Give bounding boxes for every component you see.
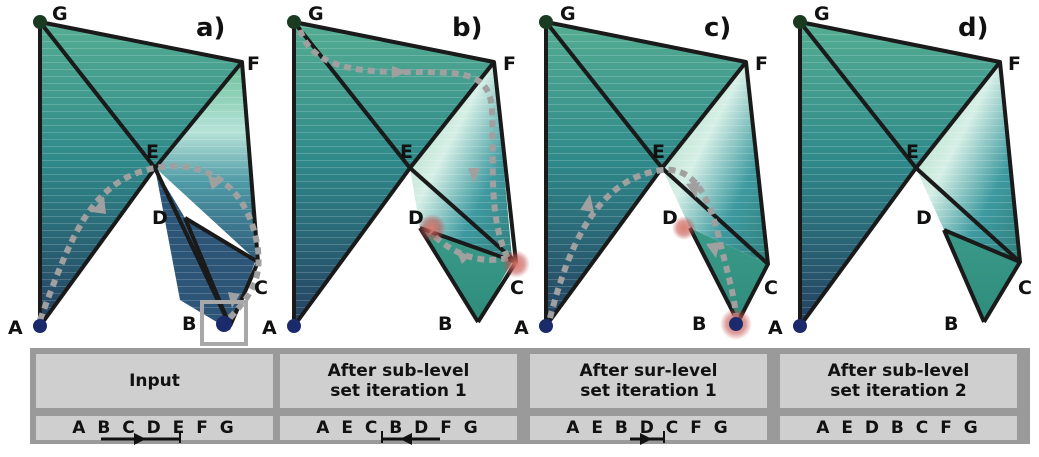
- vertex-sequence: A E C B D F G: [280, 416, 517, 440]
- vertex-label-d: D: [916, 207, 932, 229]
- path-arrow: [468, 168, 480, 184]
- selection-box: [200, 300, 248, 346]
- surface-lower: [944, 230, 1020, 322]
- column-title: Input: [36, 354, 273, 408]
- vertex-label-f: F: [1008, 53, 1021, 75]
- path-arrow: [92, 196, 106, 214]
- path-arrow: [580, 194, 594, 212]
- vertex-label-g: G: [814, 3, 830, 25]
- critical-point-a: [33, 319, 47, 333]
- vertex-label-a: A: [262, 317, 277, 339]
- panel-a: a) G F E D C B A: [8, 3, 268, 346]
- path-arrow: [392, 66, 408, 78]
- critical-point-b: [216, 316, 232, 332]
- vertex-label-b: B: [692, 313, 706, 335]
- vertex-label-d: D: [152, 207, 168, 229]
- critical-point-g: [287, 15, 301, 29]
- vertex-label-d: D: [408, 207, 424, 229]
- surface-right-stripes: [410, 62, 512, 258]
- column-title: After sur-level set iteration 1: [530, 354, 767, 408]
- panel-label: a): [196, 13, 225, 43]
- critical-point-a: [793, 319, 807, 333]
- vertex-sequence: A B C D E F G: [36, 416, 273, 440]
- highlight-d: [672, 216, 696, 240]
- vertex-sequence: A E D B C F G: [780, 416, 1017, 440]
- traversal-path: [547, 166, 739, 319]
- ordering-table: Input A B C D E F G After sub-level set …: [30, 348, 1030, 444]
- column-title: After sub-level set iteration 2: [780, 354, 1017, 408]
- critical-point-a: [539, 319, 553, 333]
- vertex-label-b: B: [438, 313, 452, 335]
- vertex-label-a: A: [768, 317, 783, 339]
- vertex-label-c: C: [1018, 277, 1032, 299]
- vertex-label-b: B: [182, 313, 196, 335]
- vertex-label-c: C: [764, 277, 778, 299]
- critical-point-a: [287, 319, 301, 333]
- mesh-edges: [798, 20, 1022, 328]
- critical-point-b: [729, 317, 743, 331]
- vertex-label-a: A: [514, 317, 529, 339]
- vertex-label-d: D: [662, 207, 678, 229]
- surface-right-stripes: [155, 62, 258, 262]
- vertex-label-a: A: [8, 317, 23, 339]
- panel-label: d): [958, 13, 989, 43]
- surface-left-stripes: [800, 22, 1000, 326]
- path-arrow: [686, 182, 700, 198]
- mesh-edges: [544, 20, 770, 328]
- critical-point-g: [33, 15, 47, 29]
- surface-right-stripes: [916, 62, 1020, 262]
- vertex-label-b: B: [944, 313, 958, 335]
- surface-lower: [420, 228, 512, 322]
- highlight-d: [418, 214, 446, 242]
- vertex-label-e: E: [906, 141, 919, 163]
- mesh-edges: [38, 20, 260, 328]
- vertex-label-f: F: [755, 53, 768, 75]
- vertex-label-g: G: [308, 3, 324, 25]
- critical-point-g: [539, 15, 553, 29]
- critical-point-g: [793, 15, 807, 29]
- vertex-label-c: C: [254, 277, 268, 299]
- panel-d: d) G F E D C B A: [768, 3, 1032, 339]
- vertex-label-f: F: [247, 53, 260, 75]
- surface-left-stripes: [294, 22, 494, 326]
- vertex-label-e: E: [652, 141, 665, 163]
- panel-label: c): [704, 13, 731, 43]
- vertex-label-e: E: [400, 141, 413, 163]
- panel-c: c) G F E D C B A: [514, 3, 778, 340]
- vertex-label-e: E: [146, 141, 159, 163]
- vertex-label-g: G: [52, 3, 68, 25]
- highlight-c: [502, 250, 530, 278]
- path-arrow: [706, 242, 720, 258]
- column-title: After sub-level set iteration 1: [280, 354, 517, 408]
- panel-label: b): [452, 13, 483, 43]
- panel-b: b) G F E D C B A: [262, 3, 530, 339]
- surface-right-stripes: [662, 62, 768, 264]
- surface-lower-stripes: [155, 168, 255, 330]
- vertex-label-c: C: [510, 277, 524, 299]
- vertex-sequence: A E B D C F G: [530, 416, 767, 440]
- path-arrow: [456, 250, 470, 264]
- vertex-label-f: F: [503, 53, 516, 75]
- vertex-label-g: G: [560, 3, 576, 25]
- path-arrow: [208, 176, 224, 190]
